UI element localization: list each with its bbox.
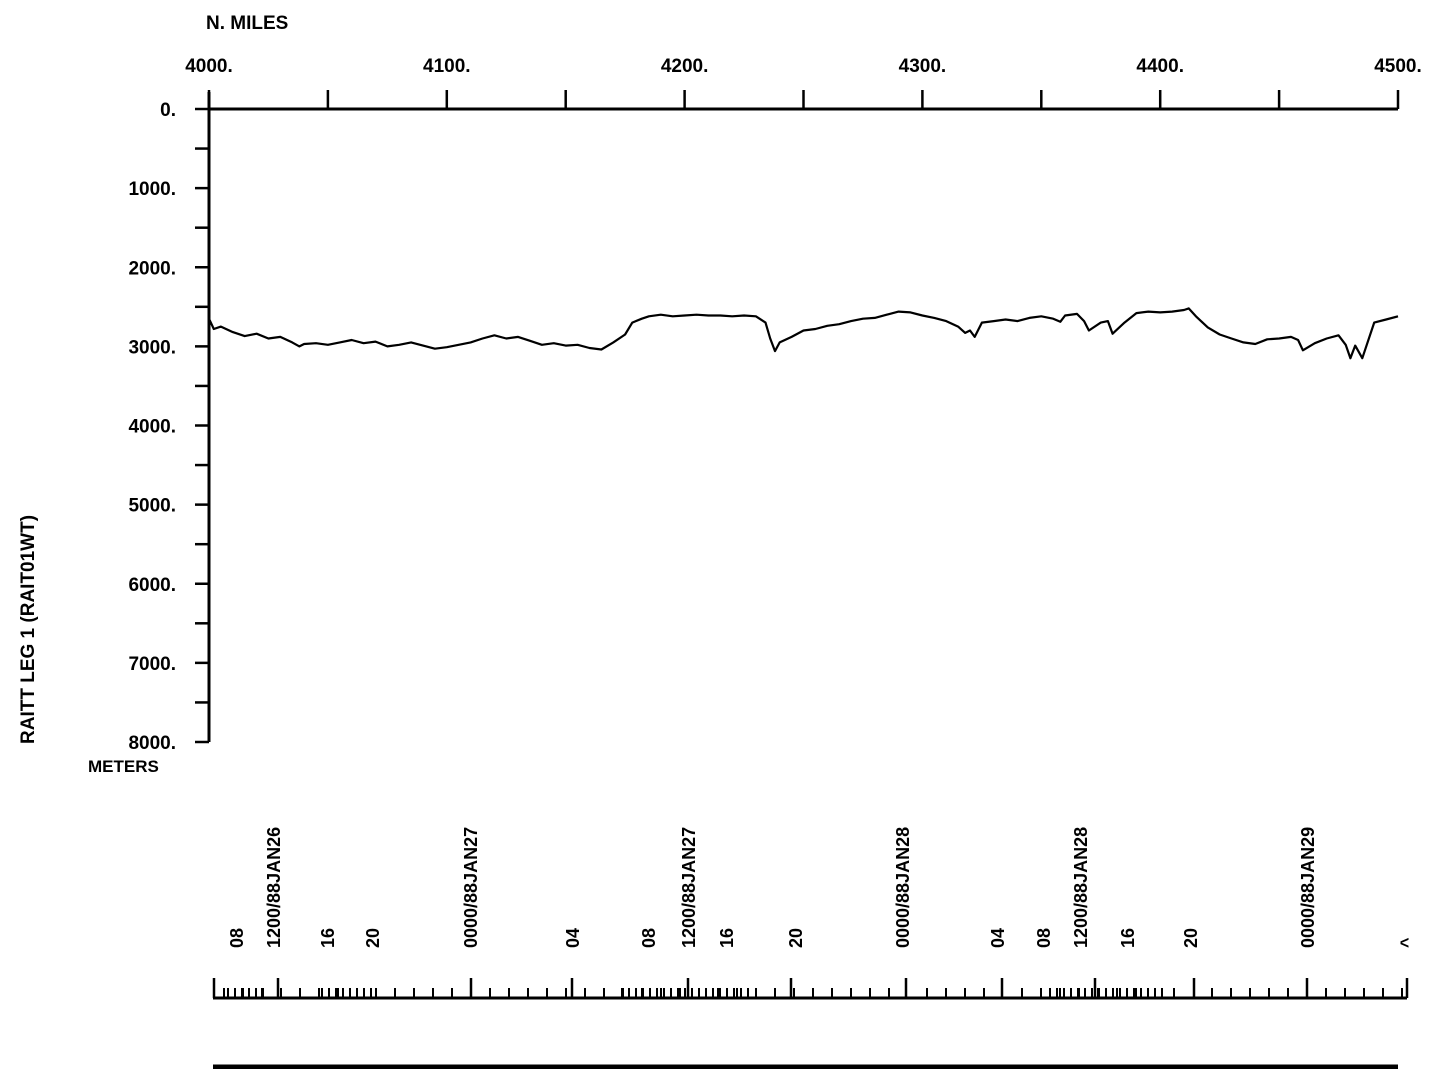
time-label: 20 [1181,928,1201,948]
depth-series-line [208,307,1399,360]
time-label: 08 [227,928,247,948]
x-tick-label: 4200. [661,56,709,77]
time-ticks [212,978,1409,998]
time-label: 0000/88JAN28 [893,827,913,948]
x-axis-title: N. MILES [206,13,288,34]
y-ticks: 0. 1000. 2000. 3000. 4000. 5000. 6000. 7000. 800… [128,100,209,754]
time-label: 08 [1034,928,1054,948]
time-label: 20 [786,928,806,948]
y-tick-label: 1000. [128,179,176,200]
time-label: 08 [639,928,659,948]
y-tick-label: 7000. [128,654,176,675]
y-tick-label: 6000. [128,575,176,596]
time-label-truncated: ^ [1397,937,1417,948]
time-label: 1200/88JAN27 [679,827,699,948]
time-label: 0000/88JAN27 [461,827,481,948]
time-label: 1200/88JAN26 [264,827,284,948]
x-tick-label: 4100. [423,56,471,77]
x-tick-label: 4000. [185,56,233,77]
time-labels: 08 1200/88JAN26 16 20 0000/88JAN27 04 08 1200/8… [227,827,1318,948]
y-unit-label: METERS [88,757,159,776]
time-label: 1200/88JAN28 [1071,827,1091,948]
y-axis-title: RAITT LEG 1 (RAIT01WT) [18,515,39,744]
time-label: 04 [988,928,1008,948]
time-label: 0000/88JAN29 [1298,827,1318,948]
y-tick-label: 2000. [128,258,176,279]
time-label: 16 [717,928,737,948]
y-tick-label: 4000. [128,417,176,438]
time-label: 04 [563,928,583,948]
y-tick-label: 0. [160,100,176,121]
time-label: 16 [318,928,338,948]
series-group [208,307,1399,360]
x-tick-label: 4300. [899,56,947,77]
x-tick-label: 4500. [1374,56,1422,77]
y-tick-label: 8000. [128,733,176,754]
time-axis: 08 1200/88JAN26 16 20 0000/88JAN27 04 08 1200/8… [212,827,1417,1069]
x-tick-label: 4400. [1136,56,1184,77]
y-tick-label: 3000. [128,337,176,358]
y-tick-label: 5000. [128,496,176,517]
x-ticks: 4000. 4100. 4200. 4300. 4400. 4500. [185,56,1422,109]
time-label: 20 [363,928,383,948]
time-label: 16 [1118,928,1138,948]
